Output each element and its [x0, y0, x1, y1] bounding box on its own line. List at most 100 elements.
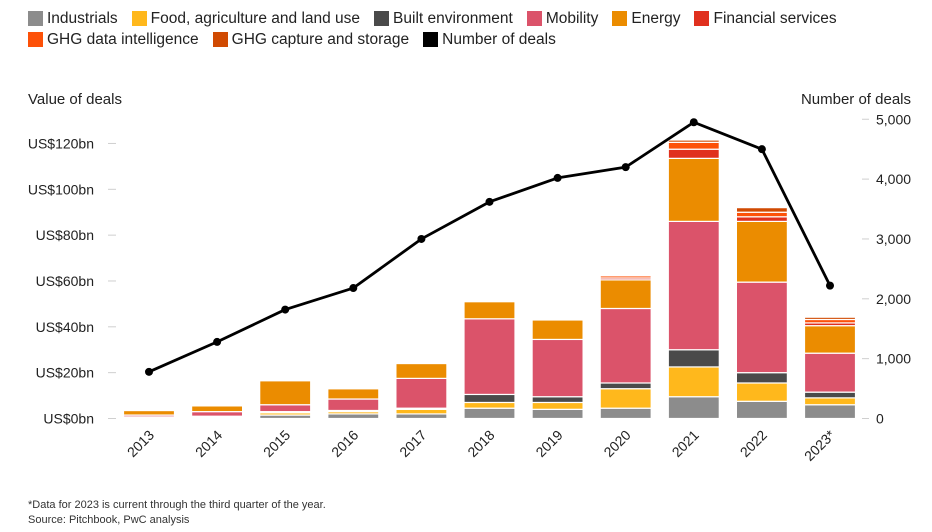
bar-segment [327, 413, 380, 420]
legend-item-ghg-capture: GHG capture and storage [212, 31, 409, 49]
x-tick-label: 2013 [124, 427, 157, 460]
bar-segment [259, 404, 312, 413]
bar-segment [395, 362, 448, 379]
deals-point [689, 118, 698, 127]
bar-segment [463, 301, 516, 320]
bar-segment [735, 372, 789, 384]
legend: Industrials Food, agriculture and land u… [28, 8, 918, 50]
bar-segment [531, 316, 584, 319]
bar-segment [667, 349, 720, 368]
bar-segment [735, 207, 789, 213]
bar-segment [803, 352, 857, 393]
deals-line [145, 118, 834, 376]
x-tick-label: 2014 [192, 427, 225, 460]
legend-label: Number of deals [442, 30, 556, 48]
right-tick-label: 3,000 [876, 231, 911, 247]
legend-swatch [423, 32, 439, 47]
legend-item-ghg-data: GHG data intelligence [28, 31, 199, 49]
left-tick-label: US$20bn [36, 365, 94, 381]
legend-swatch [28, 11, 43, 26]
bar-segment [667, 139, 720, 143]
bar-segment [327, 388, 380, 400]
bar-segment [735, 220, 789, 283]
bar-segment [463, 401, 516, 409]
left-tick-label: US$100bn [28, 181, 94, 197]
bar-segment [531, 338, 584, 398]
deals-point [349, 284, 358, 293]
x-tick-label: 2022 [737, 427, 770, 460]
legend-label: Financial services [713, 9, 837, 27]
left-axis-title: Value of deals [28, 91, 122, 108]
deals-point [553, 173, 562, 182]
bar-segment [395, 360, 448, 362]
legend-item-financial-services: Financial services [694, 9, 837, 28]
bar-segment [803, 397, 857, 406]
right-tick-label: 0 [876, 411, 884, 427]
bar-segment [735, 400, 789, 420]
legend-swatch [694, 11, 710, 26]
deals-point [621, 163, 630, 172]
bar-segment [395, 413, 448, 420]
deals-point [281, 305, 290, 314]
bar-segment [395, 408, 448, 415]
legend-label: Industrials [47, 9, 118, 27]
legend-swatch [374, 11, 390, 26]
legend-label: GHG data intelligence [47, 30, 199, 48]
right-axis: 0 1,000 2,000 3,000 4,000 5,000 [862, 111, 911, 427]
bar-segment [667, 220, 720, 351]
bar-segment [803, 325, 857, 354]
bar-segment [803, 404, 857, 420]
right-tick-label: 1,000 [876, 351, 911, 367]
bar-segment [395, 377, 448, 409]
bar-segment [667, 366, 720, 398]
left-tick-label: US$0bn [43, 411, 94, 427]
deals-point [417, 234, 426, 243]
legend-label: Energy [631, 9, 681, 27]
x-tick-label: 2023* [801, 426, 839, 464]
x-axis: 2013 2014 2015 2016 2017 2018 2019 2020 2021 2022… [124, 426, 839, 464]
legend-label: Built environment [393, 9, 513, 27]
legend-item-industrials: Industrials [28, 10, 118, 28]
legend-label: Food, agriculture and land use [150, 9, 361, 27]
legend-label: Mobility [545, 9, 599, 27]
bar-segment [191, 411, 244, 417]
bar-segment [463, 393, 516, 404]
x-tick-label: 2019 [532, 427, 565, 460]
bars [122, 139, 857, 420]
right-axis-title: Number of deals [801, 91, 911, 108]
x-tick-label: 2016 [328, 427, 361, 460]
bar-segment [599, 273, 652, 277]
right-tick-label: 5,000 [876, 111, 911, 127]
x-tick-label: 2020 [600, 427, 633, 460]
left-tick-label: US$80bn [36, 227, 94, 243]
bar-segment [667, 396, 720, 420]
bar-segment [463, 407, 516, 420]
legend-item-number-of-deals: Number of deals [423, 31, 556, 49]
left-tick-label: US$120bn [28, 135, 94, 151]
x-tick-label: 2017 [396, 427, 429, 460]
left-tick-label: US$60bn [36, 273, 94, 289]
legend-item-built-environment: Built environment [374, 10, 513, 28]
legend-swatch [131, 11, 147, 26]
bar-segment [735, 281, 789, 374]
bar-segment [122, 408, 176, 411]
bar-segment [531, 396, 584, 404]
bar-segment [191, 405, 244, 413]
legend-swatch [212, 32, 228, 47]
right-tick-label: 4,000 [876, 171, 911, 187]
legend-item-energy: Energy [612, 10, 680, 28]
right-tick-label: 2,000 [876, 291, 911, 307]
bar-segment [599, 279, 652, 310]
bar-segment [327, 398, 380, 412]
bar-segment [803, 391, 857, 399]
legend-item-food: Food, agriculture and land use [131, 9, 361, 28]
bar-segment [259, 378, 312, 381]
bar-segment [735, 382, 789, 402]
legend-row-1: Industrials Food, agriculture and land u… [28, 8, 918, 29]
bar-segment [667, 141, 720, 150]
deals-point [485, 197, 494, 206]
bar-segment [463, 318, 516, 396]
left-tick-label: US$40bn [36, 319, 94, 335]
bar-segment [122, 409, 176, 416]
